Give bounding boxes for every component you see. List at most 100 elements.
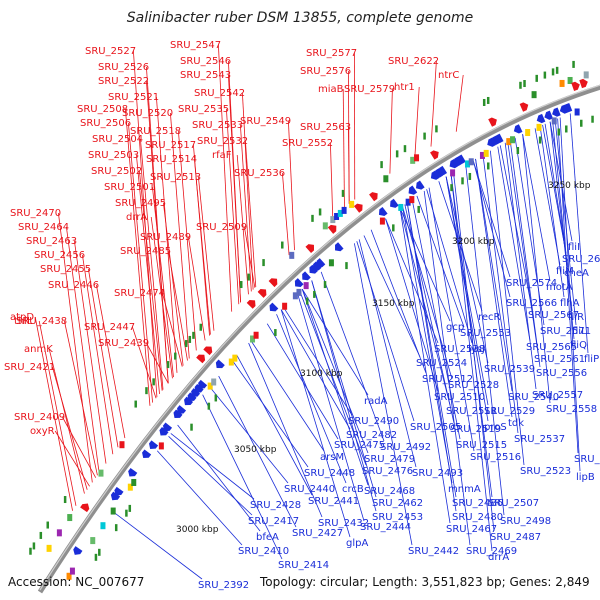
leader-line-forward (430, 60, 437, 147)
map-title: Salinibacter ruber DSM 13855, complete g… (127, 10, 473, 26)
gene-block-colored (559, 79, 565, 87)
leader-line-reverse (358, 239, 417, 468)
rna-marker (523, 80, 526, 88)
gene-block-colored (510, 136, 516, 144)
gene-label-forward: SRU_2543 (180, 70, 231, 81)
gene-block-colored (409, 196, 415, 204)
reverse-gene-arrow (177, 405, 187, 414)
genome-backbone (37, 84, 600, 594)
gene-label-forward: ntrC (438, 70, 459, 81)
gene-block-colored (207, 382, 213, 390)
rna-marker (313, 290, 316, 298)
leader-line-reverse (301, 289, 369, 454)
rna-marker (572, 60, 575, 68)
rna-marker (63, 496, 67, 504)
gene-label-reverse: SRU_2516 (470, 452, 521, 463)
leader-line-reverse (170, 433, 255, 500)
rna-marker (94, 553, 98, 561)
gene-label-forward: SRU_2522 (98, 76, 149, 87)
position-tick-label: 3050 kbp (234, 445, 277, 455)
gene-label-forward: SRU_2517 (145, 140, 196, 151)
forward-gene-arrow (327, 224, 337, 234)
leader-line-forward (52, 366, 88, 490)
gene-label-reverse: SRU_2524 (416, 358, 467, 369)
position-tick-label: 3150 kbp (372, 299, 415, 309)
leader-line-reverse (283, 307, 353, 416)
position-ticks: 3250 kbp 3200 kbp 3150 kbp 3100 kbp 3050 kbp… (176, 181, 591, 535)
leader-line-forward (244, 226, 256, 288)
rna-marker (311, 214, 314, 222)
rna-marker (403, 145, 407, 153)
leader-line-forward (170, 112, 190, 359)
gene-label-forward: SRU_2504 (92, 134, 143, 145)
position-tick-label: 3250 kbp (548, 181, 591, 191)
gene-block-colored (551, 117, 557, 125)
forward-gene-arrow (579, 78, 588, 89)
leader-line-reverse (232, 360, 309, 468)
gene-block-colored (282, 302, 288, 310)
reverse-gene-arrow (513, 124, 523, 134)
leader-line-forward (342, 88, 345, 208)
leader-line-reverse (534, 128, 561, 266)
rna-marker (46, 521, 49, 529)
leader-line-reverse (301, 289, 369, 486)
leader-line-forward (74, 240, 107, 464)
gene-block-colored (479, 151, 485, 159)
reverse-gene-arrow (457, 154, 466, 164)
reverse-gene-arrow (149, 440, 159, 449)
gene-label-forward: thiL (14, 316, 33, 327)
leader-line-reverse (450, 173, 493, 552)
leader-line-reverse (509, 140, 541, 368)
gene-label-forward: SRU_2409 (14, 412, 65, 423)
gene-label-reverse: SRU_2537 (514, 434, 565, 445)
leader-line-reverse (356, 241, 415, 422)
gene-block-colored (127, 483, 133, 491)
position-tick-label: 3100 kbp (300, 369, 343, 379)
gene-label-reverse: SRU_2511 (446, 406, 497, 417)
leader-line-reverse (402, 206, 453, 380)
gene-label-reverse: SRU_2462 (372, 498, 423, 509)
gene-block-colored (398, 203, 404, 211)
rna-marker (190, 423, 193, 431)
gene-block-colored (525, 129, 531, 137)
forward-gene-arrow (305, 244, 315, 254)
gene-label-reverse: fliM (556, 266, 574, 277)
gene-block-colored (292, 292, 298, 300)
rna-marker (32, 542, 36, 550)
gene-label-reverse: SRU_2493 (412, 468, 463, 479)
reverse-gene-arrow (438, 165, 448, 176)
gene-label-reverse: SRU_2515 (456, 440, 507, 451)
gene-block-colored (405, 198, 411, 206)
gene-label-forward: htr1 (394, 82, 415, 93)
leader-line-forward (88, 268, 119, 448)
gene-block-colored (349, 200, 355, 208)
gene-label-reverse: SRU_2468 (364, 486, 415, 497)
leader-line-reverse (475, 158, 513, 392)
reverse-leader-lines (112, 113, 589, 580)
gene-label-reverse: SRU_2498 (500, 516, 551, 527)
gene-label-reverse: SRU_2441 (308, 496, 359, 507)
gene-label-reverse: gcp (446, 322, 464, 333)
gene-label-forward: SRU_2455 (40, 264, 91, 275)
feature-track (29, 60, 594, 580)
gene-label-reverse: SRU_2428 (250, 500, 301, 511)
gene-label-forward: SRU_2549 (240, 116, 291, 127)
leader-line-reverse (218, 375, 297, 528)
gene-block-colored (131, 478, 137, 486)
rna-marker (555, 66, 559, 74)
gene-label-reverse: SRU_2440 (284, 484, 335, 495)
gene-label-reverse: SRU_2448 (304, 468, 355, 479)
rna-marker (199, 323, 203, 331)
gene-block-colored (253, 331, 259, 339)
gene-label-forward: drrA (126, 212, 147, 223)
gene-label-reverse: SRU_2479 (364, 454, 415, 465)
leader-line-reverse (507, 141, 539, 354)
rna-marker (341, 189, 345, 197)
leader-line-reverse (428, 187, 475, 452)
leader-line-reverse (236, 355, 313, 496)
gene-label-forward: SRU_2502 (91, 166, 142, 177)
leader-line-reverse (557, 118, 579, 454)
gene-label-forward: SRU_2527 (85, 46, 136, 57)
leader-line-forward (226, 108, 240, 305)
